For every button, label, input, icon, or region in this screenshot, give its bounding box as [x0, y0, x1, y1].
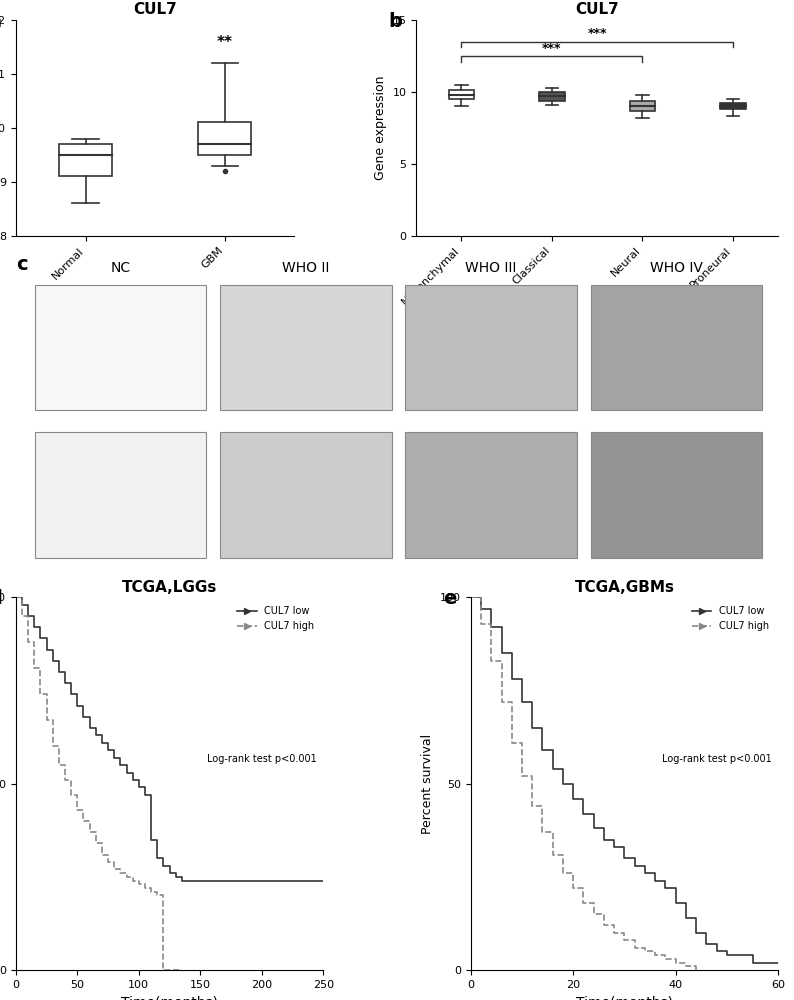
Bar: [406, 432, 577, 558]
Text: WHO IV: WHO IV: [650, 261, 703, 275]
Legend: CUL7 low, CUL7 high: CUL7 low, CUL7 high: [233, 602, 318, 635]
X-axis label: Time(months): Time(months): [576, 995, 673, 1000]
FancyBboxPatch shape: [720, 103, 746, 109]
Y-axis label: Gene expression: Gene expression: [374, 76, 387, 180]
Text: WHO III: WHO III: [465, 261, 517, 275]
FancyBboxPatch shape: [630, 101, 655, 111]
Text: b: b: [388, 12, 403, 31]
Bar: [220, 285, 391, 410]
Bar: [35, 285, 206, 410]
Legend: CUL7 low, CUL7 high: CUL7 low, CUL7 high: [688, 602, 773, 635]
Text: c: c: [16, 255, 28, 274]
Bar: [35, 432, 206, 558]
Bar: [406, 285, 577, 410]
Bar: [591, 432, 762, 558]
Text: ***: ***: [542, 42, 561, 55]
Text: Log-rank test p<0.001: Log-rank test p<0.001: [207, 754, 317, 764]
Text: a: a: [0, 12, 2, 31]
Text: e: e: [443, 589, 457, 608]
Title: CUL7: CUL7: [133, 2, 177, 17]
Text: WHO II: WHO II: [282, 261, 330, 275]
Bar: [591, 285, 762, 410]
FancyBboxPatch shape: [198, 122, 251, 155]
Text: Log-rank test p<0.001: Log-rank test p<0.001: [662, 754, 772, 764]
Title: CUL7: CUL7: [575, 2, 619, 17]
X-axis label: Time(months): Time(months): [121, 995, 218, 1000]
Text: d: d: [0, 589, 2, 608]
Text: ***: ***: [588, 27, 607, 40]
Title: TCGA,LGGs: TCGA,LGGs: [121, 580, 218, 595]
FancyBboxPatch shape: [59, 144, 112, 176]
Y-axis label: Percent survival: Percent survival: [422, 734, 434, 834]
Text: NC: NC: [110, 261, 131, 275]
Bar: [220, 432, 391, 558]
Title: TCGA,GBMs: TCGA,GBMs: [574, 580, 674, 595]
FancyBboxPatch shape: [539, 92, 565, 101]
FancyBboxPatch shape: [449, 90, 474, 99]
Text: **: **: [217, 35, 233, 50]
